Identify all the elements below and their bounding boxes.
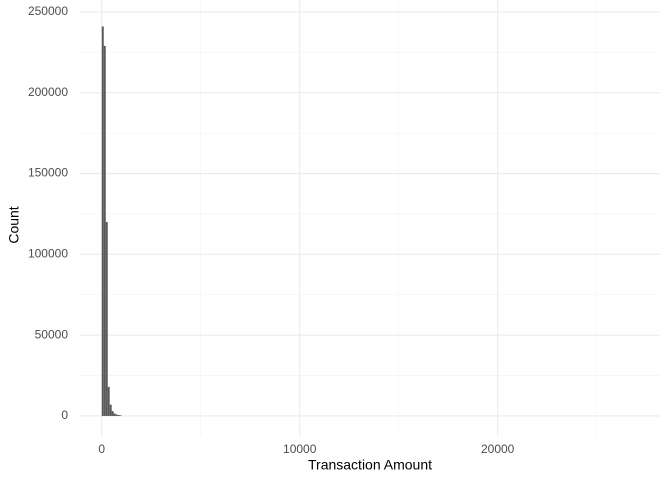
bar: [119, 415, 122, 416]
y-tick-label: 50000: [35, 327, 69, 341]
bar: [107, 386, 110, 416]
bar: [101, 26, 104, 416]
bar: [113, 413, 116, 416]
x-axis-title: Transaction Amount: [308, 457, 432, 473]
x-tick-label: 20000: [481, 442, 515, 456]
bar: [115, 414, 118, 416]
y-tick-label: 200000: [28, 85, 68, 99]
bar: [117, 414, 120, 416]
x-tick-label: 0: [98, 442, 105, 456]
bar: [109, 404, 112, 416]
y-axis-title: Count: [6, 206, 22, 243]
x-tick-label: 10000: [283, 442, 317, 456]
y-tick-label: 150000: [28, 166, 68, 180]
y-tick-label: 100000: [28, 247, 68, 261]
bar: [105, 222, 108, 416]
bar: [111, 411, 114, 416]
y-tick-label: 0: [61, 408, 68, 422]
y-tick-label: 250000: [28, 4, 68, 18]
bar: [103, 45, 106, 416]
